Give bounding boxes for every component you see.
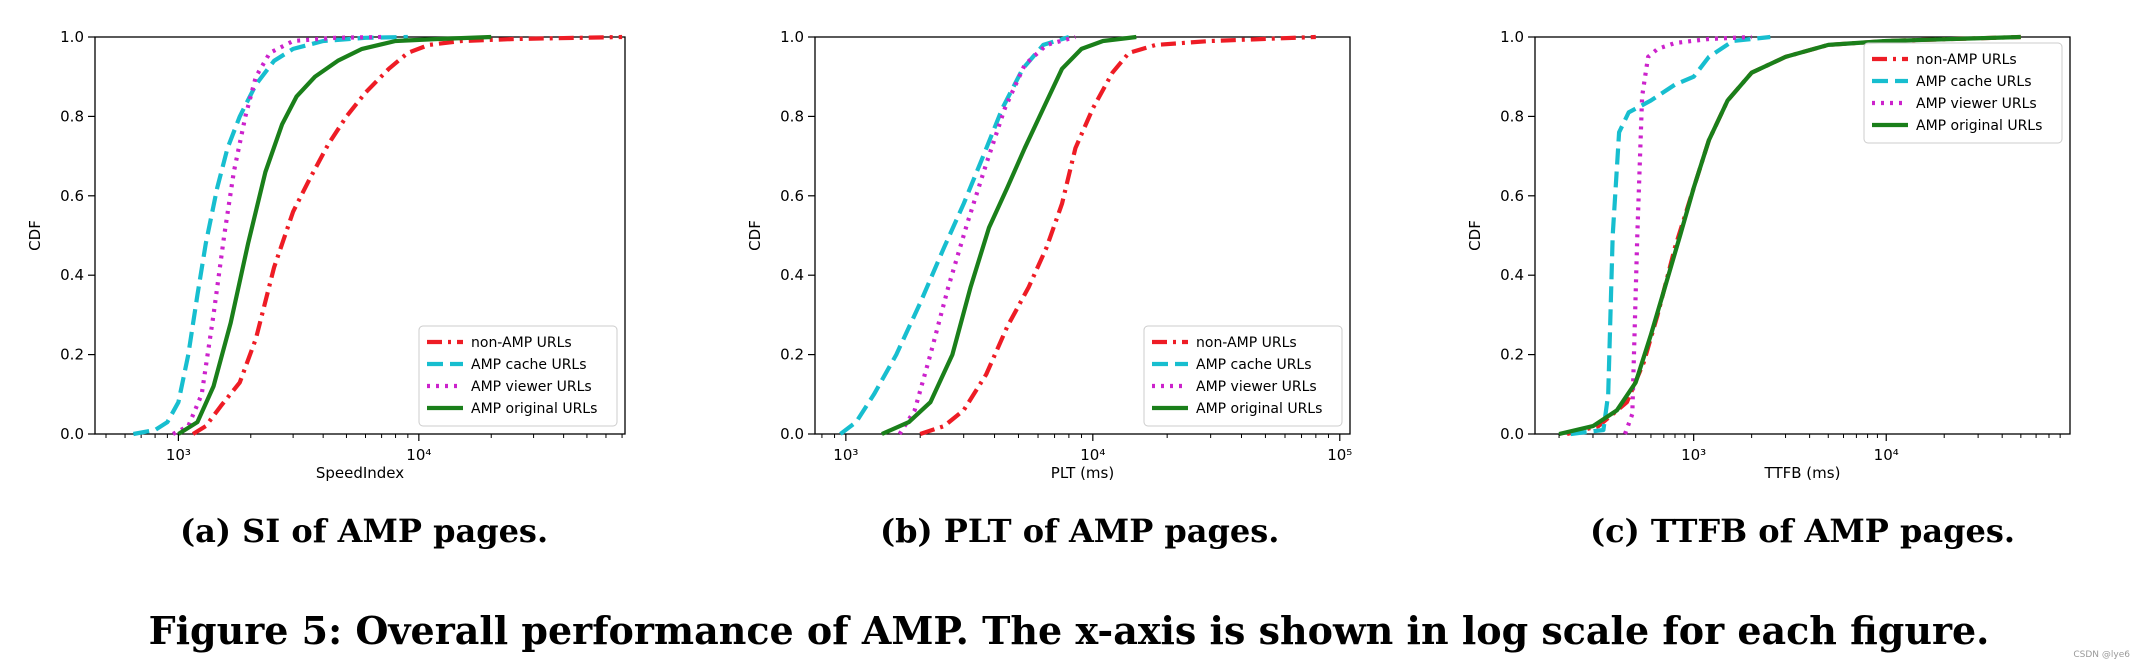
y-tick-label: 0.8 (60, 107, 84, 125)
legend-label: AMP cache URLs (1916, 74, 2032, 90)
series-line-amp-cache-urls (839, 34, 1070, 436)
subfigure-caption-c: (c) TTFB of AMP pages. (1590, 512, 2015, 550)
x-tick-label: 10⁴ (406, 446, 431, 464)
y-tick-label: 0.4 (780, 266, 804, 284)
series-line-amp-cache-urls (133, 34, 408, 437)
series-line-amp-viewer-urls (897, 34, 1076, 436)
legend-label: AMP original URLs (1196, 401, 1322, 417)
watermark: CSDN @lye6 (2073, 650, 2130, 660)
y-tick-label: 0.2 (780, 346, 804, 364)
y-axis-label: CDF (26, 220, 44, 251)
y-tick-label: 0.0 (1500, 425, 1524, 443)
y-tick-label: 0.8 (780, 107, 804, 125)
y-tick-label: 0.4 (1500, 266, 1524, 284)
x-axis-label: SpeedIndex (316, 464, 404, 482)
legend-label: AMP cache URLs (471, 357, 587, 373)
x-tick-label: 10⁵ (1327, 446, 1352, 464)
series-line-non-amp-urls (191, 34, 623, 436)
legend-label: AMP original URLs (1916, 118, 2042, 134)
legend-label: AMP viewer URLs (1196, 379, 1317, 395)
y-tick-label: 0.0 (780, 425, 804, 443)
legend-label: AMP viewer URLs (1916, 96, 2037, 112)
x-tick-label: 10³ (166, 446, 191, 464)
legend-label: AMP original URLs (471, 401, 597, 417)
y-tick-label: 0.6 (780, 187, 804, 205)
y-tick-label: 0.8 (1500, 107, 1524, 125)
y-tick-label: 0.0 (60, 425, 84, 443)
legend-label: AMP viewer URLs (471, 379, 592, 395)
series-line-amp-viewer-urls (1623, 34, 1752, 435)
y-tick-label: 0.2 (60, 346, 84, 364)
y-axis-label: CDF (746, 220, 764, 251)
y-tick-label: 1.0 (60, 28, 84, 46)
x-tick-label: 10⁴ (1080, 446, 1105, 464)
legend-label: AMP cache URLs (1196, 357, 1312, 373)
legend-label: non-AMP URLs (471, 335, 572, 351)
chart-panel-plt: 10³ 10⁴ 10⁵ 0.0 0.2 0.4 0.6 0.8 1.0 PLT (ms) CDF no… (746, 28, 1352, 482)
subfigure-caption-a: (a) SI of AMP pages. (180, 512, 549, 550)
x-tick-label: 10³ (833, 446, 858, 464)
x-tick-label: 10³ (1681, 446, 1706, 464)
y-tick-label: 1.0 (780, 28, 804, 46)
chart-panel-ttfb: 10³ 10⁴ 0.0 0.2 0.4 0.6 0.8 1.0 TTFB (ms) CDF non-… (1466, 28, 2071, 482)
x-axis-label: PLT (ms) (1051, 464, 1114, 482)
y-axis-label: CDF (1466, 220, 1484, 251)
y-tick-label: 0.6 (1500, 187, 1524, 205)
series-line-amp-original-urls (1558, 34, 2021, 437)
legend-box (418, 325, 618, 427)
legend-box (1143, 325, 1343, 427)
legend-label: non-AMP URLs (1196, 335, 1297, 351)
series-line-amp-viewer-urls (172, 34, 382, 436)
y-tick-label: 1.0 (1500, 28, 1524, 46)
y-tick-label: 0.2 (1500, 346, 1524, 364)
figure-caption: Figure 5: Overall performance of AMP. Th… (148, 608, 1990, 653)
y-tick-label: 0.4 (60, 266, 84, 284)
legend-box (1863, 42, 2063, 144)
series-line-amp-original-urls (177, 34, 492, 436)
series-line-amp-original-urls (881, 34, 1137, 436)
x-axis-label: TTFB (ms) (1764, 464, 1841, 482)
subfigure-caption-b: (b) PLT of AMP pages. (880, 512, 1280, 550)
series-line-non-amp-urls (919, 34, 1316, 436)
chart-panel-si: 10³ 10⁴ 0.0 0.2 0.4 0.6 0.8 1.0 SpeedIndex CDF non… (26, 28, 626, 482)
x-tick-label: 10⁴ (1874, 446, 1899, 464)
legend-label: non-AMP URLs (1916, 52, 2017, 68)
y-tick-label: 0.6 (60, 187, 84, 205)
